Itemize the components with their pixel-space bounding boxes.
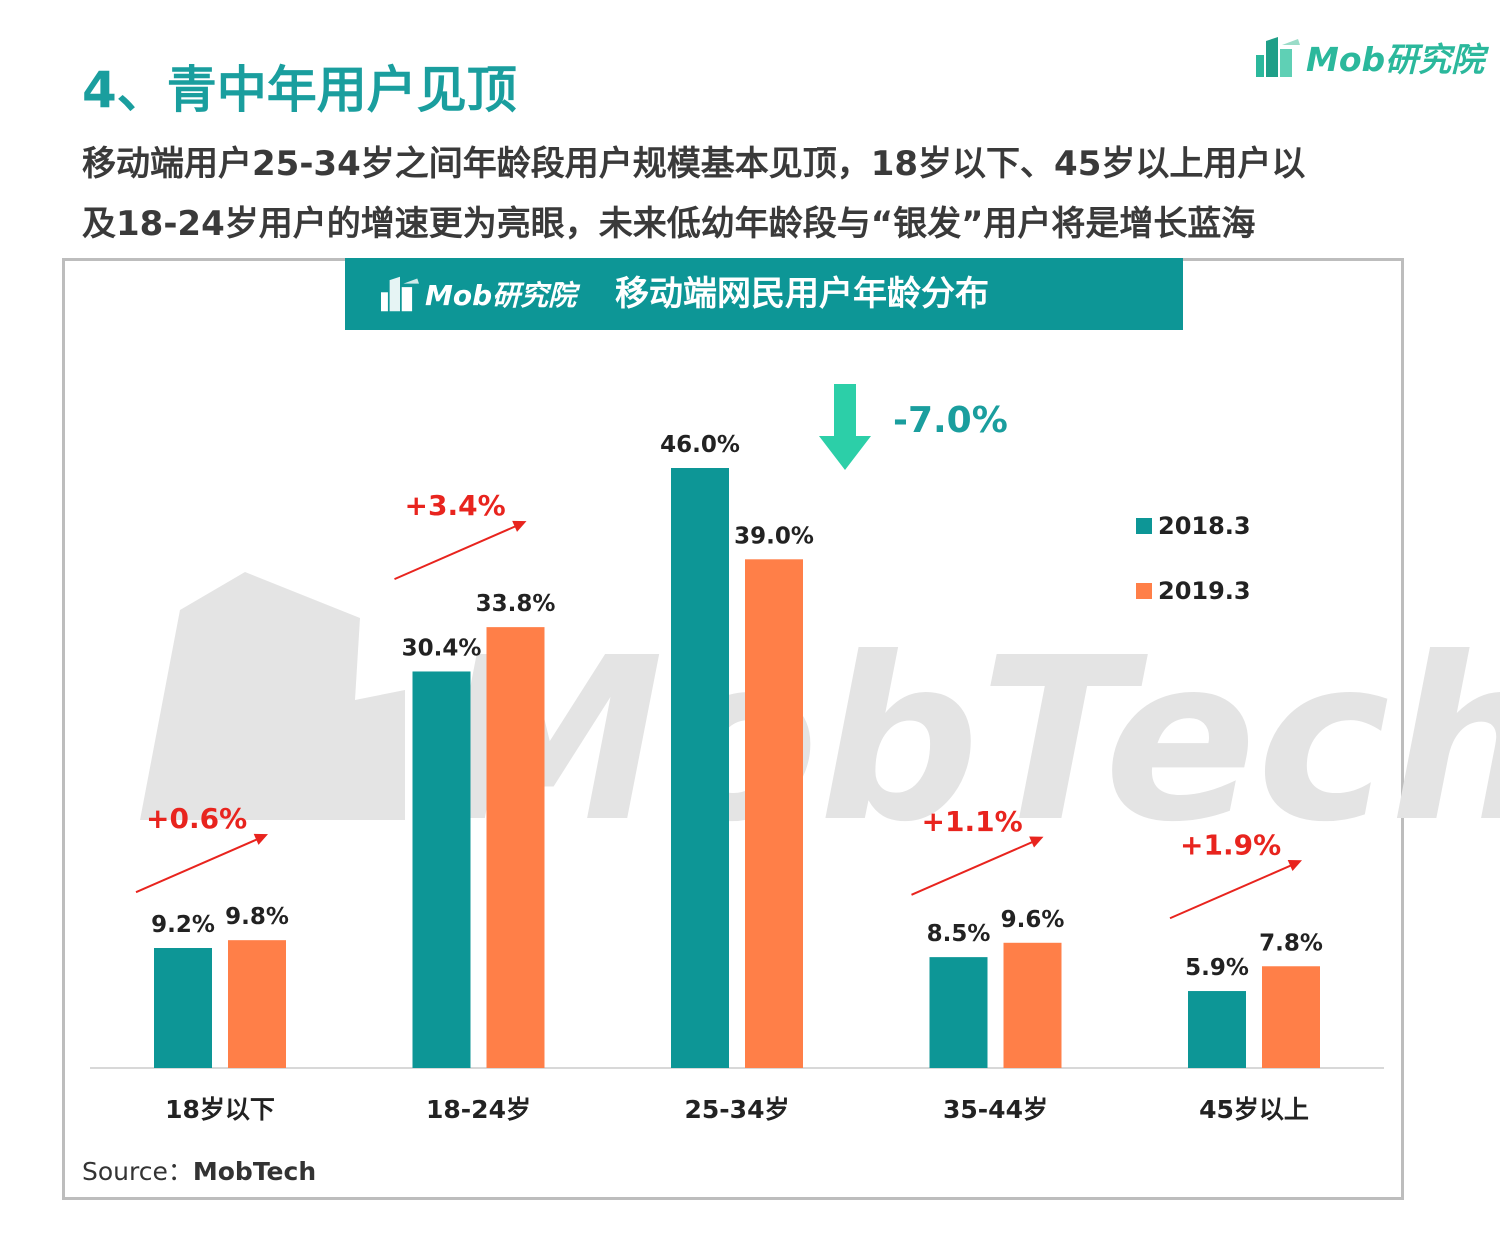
change-label: +1.9% (1180, 828, 1281, 861)
value-label: 8.5% (927, 921, 991, 947)
change-arrow-line (1169, 862, 1297, 920)
subtitle-line-2: 及18-24岁用户的增速更为亮眼，未来低幼年龄段与“银发”用户将是增长蓝海 (82, 204, 1256, 244)
subtitle-line-1: 移动端用户25-34岁之间年龄段用户规模基本见顶，18岁以下、45岁以上用户以 (82, 144, 1306, 184)
legend-label: 2019.3 (1158, 577, 1251, 605)
bars-group: 9.2% 9.8% 18岁以下 +0.6% 30.4% 33.8% 18-24岁 +3.4% 4… (135, 384, 1323, 1124)
arrow-down-icon (819, 384, 871, 470)
bar-2018-1 (412, 671, 471, 1068)
bar-2019-3 (1003, 942, 1062, 1068)
source-value: MobTech (192, 1157, 317, 1186)
arrow-up-icon (512, 520, 527, 532)
value-label: 30.4% (402, 635, 482, 661)
value-label: 46.0% (660, 432, 740, 458)
x-tick-label: 25-34岁 (685, 1095, 790, 1124)
x-tick-label: 18-24岁 (426, 1095, 531, 1124)
change-arrow-line (911, 838, 1038, 896)
watermark-text: MobTech (440, 610, 1500, 872)
bar-2018-4 (1188, 991, 1246, 1068)
change-label: -7.0% (893, 400, 1008, 441)
value-label: 9.8% (225, 904, 289, 930)
value-label: 5.9% (1185, 955, 1249, 981)
change-arrow-line (394, 523, 521, 581)
bar-2019-0 (228, 940, 286, 1068)
bar-2018-3 (929, 957, 988, 1068)
source-label: Source： (82, 1157, 193, 1186)
logo-text: Mob研究院 (1306, 40, 1485, 79)
legend: 2018.3 2019.3 (1136, 512, 1251, 605)
bar-2019-4 (1262, 966, 1320, 1068)
x-tick-label: 35-44岁 (943, 1095, 1048, 1124)
mob-logo: Mob研究院 (1254, 32, 1484, 82)
bar-2018-2 (671, 468, 729, 1068)
legend-swatch (1136, 518, 1152, 534)
page-subtitle: 移动端用户25-34岁之间年龄段用户规模基本见顶，18岁以下、45岁以上用户以 … (82, 134, 1462, 254)
building-logo-icon (1256, 37, 1300, 77)
building-logo-icon (381, 276, 419, 312)
watermark: MobTech (140, 572, 1500, 872)
change-label: +0.6% (146, 802, 247, 835)
bar-2019-1 (486, 627, 545, 1068)
value-label: 33.8% (476, 591, 556, 617)
chart-title: 移动端网民用户年龄分布 (615, 274, 989, 314)
legend-swatch (1136, 583, 1152, 599)
bar-2018-0 (154, 948, 212, 1068)
source-note: Source：MobTech (82, 1152, 316, 1188)
change-label: +3.4% (405, 489, 506, 522)
value-label: 7.8% (1259, 930, 1323, 956)
value-label: 9.2% (151, 912, 215, 938)
change-label: +1.1% (922, 805, 1023, 838)
banner-logo: Mob研究院 (379, 270, 576, 318)
change-arrow-line (135, 836, 263, 894)
value-label: 9.6% (1001, 907, 1065, 933)
arrow-up-icon (253, 833, 268, 845)
chart-title-banner: Mob研究院 移动端网民用户年龄分布 (345, 258, 1183, 330)
watermark-logo-shape (140, 572, 405, 820)
x-tick-label: 18岁以下 (165, 1095, 275, 1124)
arrow-up-icon (1029, 836, 1044, 848)
x-tick-label: 45岁以上 (1199, 1095, 1309, 1124)
banner-logo-text: Mob研究院 (425, 279, 577, 312)
value-label: 39.0% (734, 523, 814, 549)
bar-2019-2 (745, 559, 803, 1068)
legend-label: 2018.3 (1158, 512, 1251, 540)
page-title: 4、青中年用户见顶 (82, 61, 517, 119)
arrow-up-icon (1287, 859, 1302, 871)
